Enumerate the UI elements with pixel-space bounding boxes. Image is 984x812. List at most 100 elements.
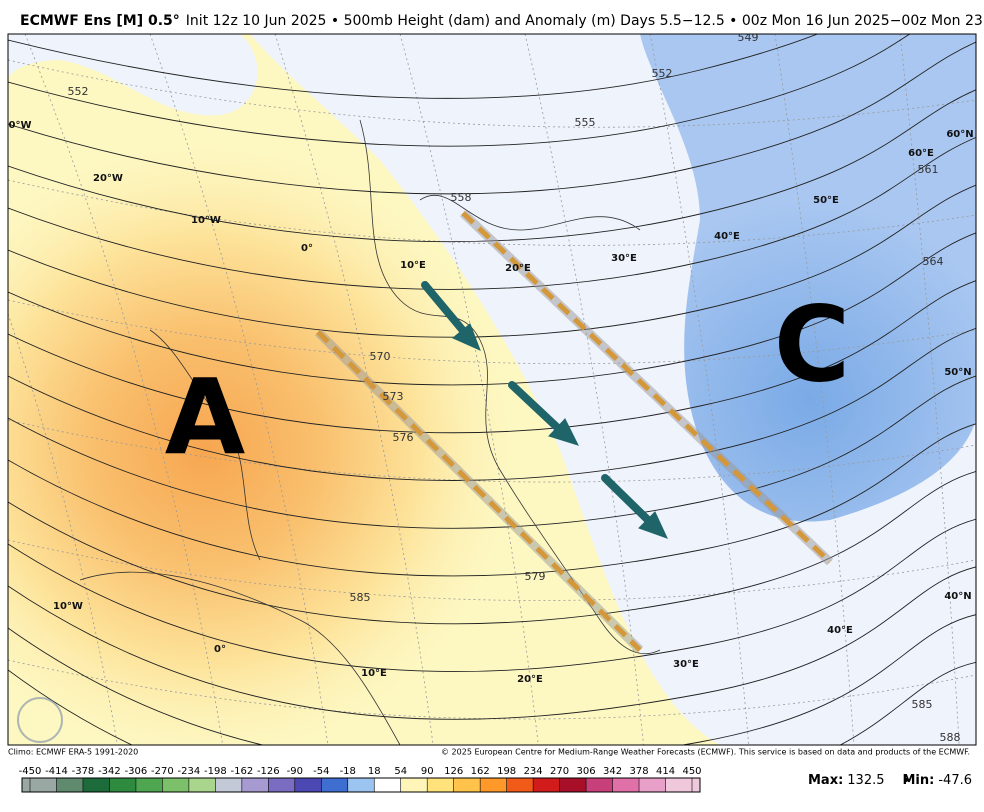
meridian bbox=[274, 34, 434, 745]
graticule-label: 0° bbox=[214, 644, 226, 655]
colorbar-tick-label: -342 bbox=[98, 766, 121, 777]
model: ECMWF Ens [M] 0.5° bbox=[20, 13, 180, 29]
graticule-label: 10°E bbox=[400, 260, 426, 271]
colorbar-cell bbox=[82, 778, 110, 792]
contour-label: 561 bbox=[918, 163, 939, 176]
parallel bbox=[8, 59, 976, 128]
contour-line bbox=[8, 614, 976, 745]
contour-label: 558 bbox=[451, 191, 472, 204]
arrowhead bbox=[548, 418, 579, 446]
parallel bbox=[8, 179, 976, 246]
meridian bbox=[399, 34, 539, 745]
colorbar-tick-label: -306 bbox=[125, 766, 148, 777]
min-value: -47.6 bbox=[938, 773, 972, 788]
colorbar-frame bbox=[21, 777, 701, 793]
colorbar-tick-label: 54 bbox=[394, 766, 407, 777]
graticule-label: 10°E bbox=[361, 668, 387, 679]
colorbar-cell bbox=[109, 778, 136, 792]
colorbar-tick-label: -54 bbox=[313, 766, 329, 777]
graticule-label: 40°N bbox=[944, 591, 971, 602]
colorbar-cell bbox=[480, 778, 507, 792]
parallel bbox=[8, 659, 976, 720]
colorbar-cell bbox=[321, 778, 348, 792]
contour-line bbox=[8, 375, 976, 529]
map-frame bbox=[7, 33, 977, 746]
colorbar-cell bbox=[22, 778, 57, 792]
graticule-label: 30°E bbox=[673, 659, 699, 670]
colorbar-cell bbox=[533, 778, 560, 792]
colorbar-cell bbox=[188, 778, 216, 792]
colorbar-cell bbox=[665, 778, 700, 792]
coastline bbox=[79, 119, 661, 745]
contour-line bbox=[8, 280, 976, 434]
contour-line bbox=[8, 423, 976, 577]
colorbar-cell bbox=[347, 778, 375, 792]
title: ECMWF Ens [M] 0.5° Init 12z 10 Jun 2025 •… bbox=[20, 13, 984, 29]
copyright: © 2025 European Centre for Medium-Range … bbox=[441, 748, 970, 757]
graticule-label: 50°E bbox=[813, 195, 839, 206]
graticule bbox=[8, 34, 976, 745]
contour-line bbox=[8, 327, 976, 481]
contour-label: 576 bbox=[393, 431, 414, 444]
meridian bbox=[649, 34, 750, 745]
parallel bbox=[8, 539, 976, 601]
colorbar-cell bbox=[135, 778, 163, 792]
colorbar-cell bbox=[427, 778, 454, 792]
high-center: A bbox=[165, 356, 246, 478]
arrow bbox=[421, 281, 469, 337]
arrow bbox=[601, 474, 654, 526]
colorbar-cell bbox=[56, 778, 83, 792]
graticule-label: 10°W bbox=[53, 601, 83, 612]
contour-label: 585 bbox=[350, 591, 371, 604]
graticule-label: 60°E bbox=[908, 148, 934, 159]
ridge-axis bbox=[316, 330, 642, 652]
colorbar-tick-label: 414 bbox=[656, 766, 675, 777]
stats: Max: 132.5 Min: -47.6 bbox=[808, 773, 972, 788]
contour-line bbox=[8, 471, 976, 625]
meridian bbox=[24, 34, 224, 745]
colorbar-tick-label: 450 bbox=[682, 766, 701, 777]
colorbar-tick-label: 198 bbox=[497, 766, 516, 777]
graticule-label: 40°E bbox=[827, 625, 853, 636]
max-label: Max: bbox=[808, 773, 843, 788]
arrowhead bbox=[452, 323, 481, 351]
contour-label: 570 bbox=[370, 350, 391, 363]
low-center: C bbox=[774, 283, 850, 405]
description: Init 12z 10 Jun 2025 • 500mb Height (dam… bbox=[186, 13, 984, 29]
climo-note: Climo: ECMWF ERA-5 1991-2020 bbox=[8, 748, 138, 757]
colorbar-tick-label: -234 bbox=[178, 766, 201, 777]
graticule-label: 40°E bbox=[714, 231, 740, 242]
min-label: Min: bbox=[903, 773, 935, 788]
contour-line bbox=[8, 184, 976, 338]
colorbar-tick-label: 378 bbox=[629, 766, 648, 777]
graticule-label: 30°E bbox=[611, 253, 637, 264]
parallel bbox=[8, 419, 976, 483]
contour-line bbox=[8, 41, 976, 195]
contour-label: 585 bbox=[912, 698, 933, 711]
colorbar-cell bbox=[559, 778, 587, 792]
arrow bbox=[508, 381, 564, 434]
contour-label: 549 bbox=[738, 31, 759, 44]
colorbar-tick-label: 162 bbox=[471, 766, 490, 777]
colorbar-tick-label: 342 bbox=[603, 766, 622, 777]
parallel bbox=[8, 299, 976, 365]
contour-label: 573 bbox=[383, 390, 404, 403]
colorbar: -450 -414 -378 -342 -306 -270 -234 -198 -162 -126… bbox=[19, 766, 702, 793]
colorbar-cell bbox=[162, 778, 189, 792]
graticule-label: 20°E bbox=[505, 263, 531, 274]
separator-dot bbox=[904, 778, 908, 782]
meridian bbox=[899, 34, 960, 745]
meridian bbox=[774, 34, 855, 745]
colorbar-tick-label: 90 bbox=[421, 766, 434, 777]
colorbar-cell bbox=[294, 778, 322, 792]
meridian bbox=[149, 34, 329, 745]
colorbar-tick-label: -378 bbox=[72, 766, 95, 777]
colorbar-tick-label: -414 bbox=[45, 766, 68, 777]
contour-line bbox=[8, 136, 976, 290]
colorbar-cell bbox=[612, 778, 640, 792]
colorbar-tick-label: -198 bbox=[204, 766, 227, 777]
graticule-label: 0° bbox=[301, 243, 313, 254]
trough-axis bbox=[461, 211, 832, 564]
trend-lines bbox=[314, 209, 834, 654]
